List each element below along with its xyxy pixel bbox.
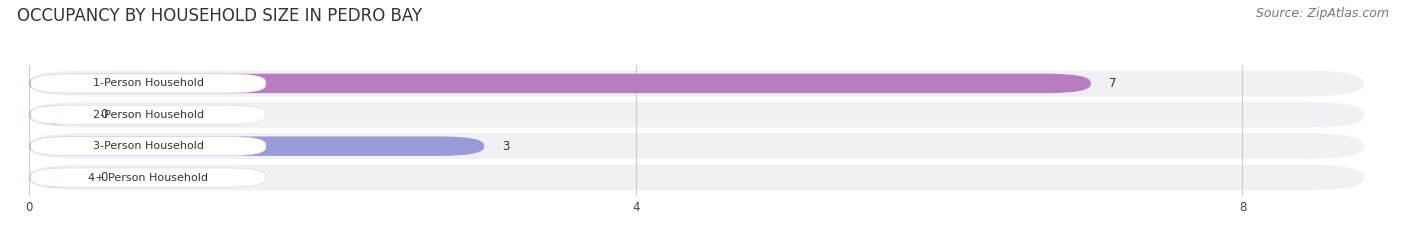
Text: 0: 0 bbox=[100, 171, 108, 184]
Text: Source: ZipAtlas.com: Source: ZipAtlas.com bbox=[1256, 7, 1389, 20]
Text: 3: 3 bbox=[502, 140, 510, 153]
FancyBboxPatch shape bbox=[30, 165, 1364, 190]
FancyBboxPatch shape bbox=[30, 137, 484, 156]
Text: 0: 0 bbox=[100, 108, 108, 121]
Text: 3-Person Household: 3-Person Household bbox=[93, 141, 204, 151]
Text: 7: 7 bbox=[1109, 77, 1116, 90]
FancyBboxPatch shape bbox=[31, 105, 266, 124]
FancyBboxPatch shape bbox=[31, 137, 266, 156]
Text: 2-Person Household: 2-Person Household bbox=[93, 110, 204, 120]
FancyBboxPatch shape bbox=[31, 74, 266, 93]
FancyBboxPatch shape bbox=[30, 168, 83, 187]
FancyBboxPatch shape bbox=[30, 74, 1091, 93]
FancyBboxPatch shape bbox=[30, 102, 1364, 128]
FancyBboxPatch shape bbox=[30, 71, 1364, 96]
FancyBboxPatch shape bbox=[30, 133, 1364, 159]
Text: 4+ Person Household: 4+ Person Household bbox=[89, 172, 208, 182]
FancyBboxPatch shape bbox=[30, 105, 83, 124]
FancyBboxPatch shape bbox=[31, 168, 266, 187]
Text: OCCUPANCY BY HOUSEHOLD SIZE IN PEDRO BAY: OCCUPANCY BY HOUSEHOLD SIZE IN PEDRO BAY bbox=[17, 7, 422, 25]
Text: 1-Person Household: 1-Person Household bbox=[93, 79, 204, 89]
